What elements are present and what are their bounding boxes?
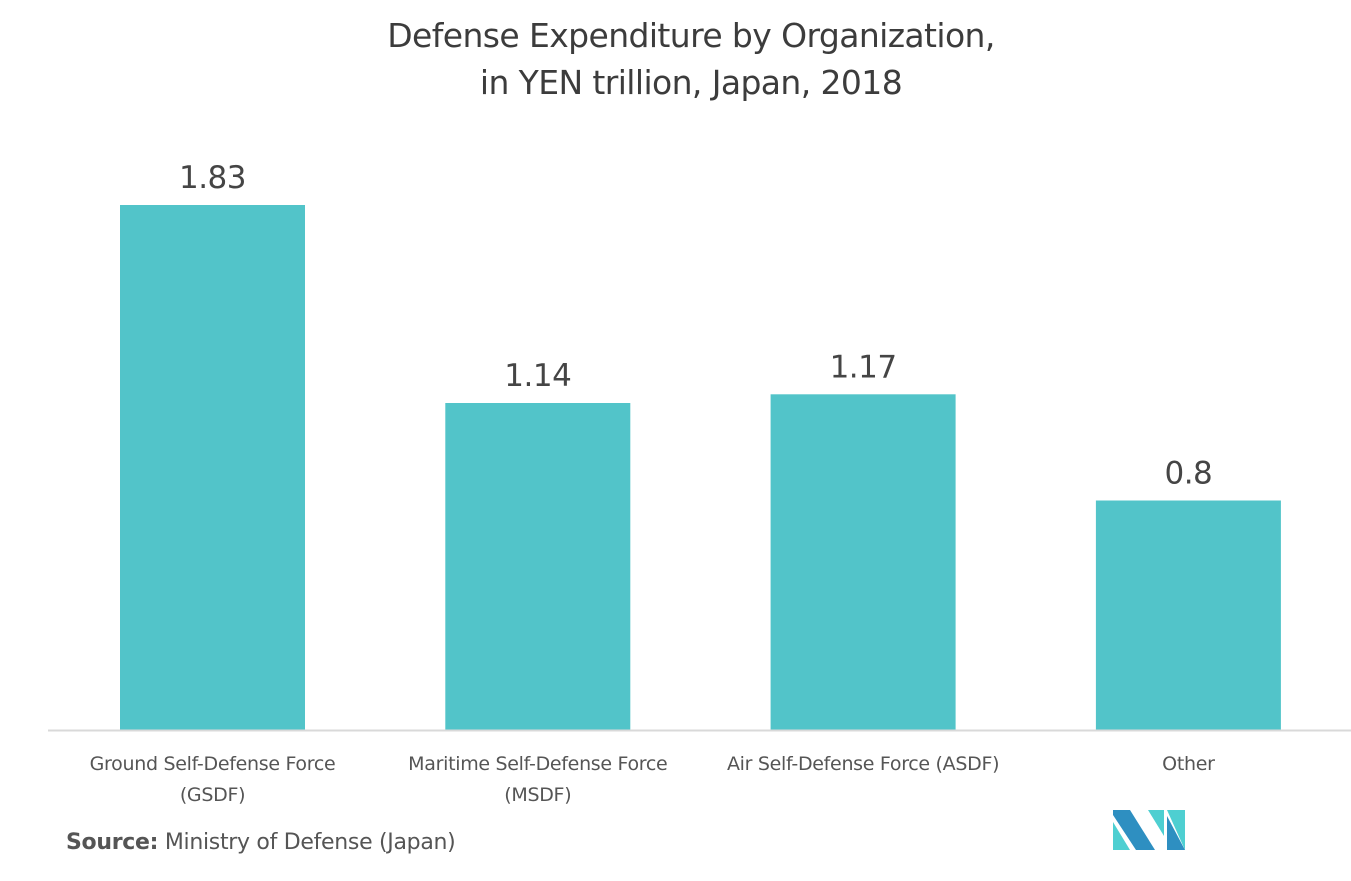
category-label-line: Other xyxy=(1162,753,1215,775)
category-label-line: (MSDF) xyxy=(504,784,571,806)
bar-1 xyxy=(120,205,305,730)
category-label-3: Air Self-Defense Force (ASDF) xyxy=(727,753,999,775)
value-label-3: 1.17 xyxy=(830,349,897,385)
category-label-line: Air Self-Defense Force (ASDF) xyxy=(727,753,999,775)
chart-title: Defense Expenditure by Organization, in … xyxy=(0,12,1351,106)
category-label-4: Other xyxy=(1162,753,1215,775)
value-label-4: 0.8 xyxy=(1164,456,1212,492)
labels-group: 1.83 Ground Self-Defense Force (GSDF) 1.14 M… xyxy=(90,160,1216,806)
logo-shape-1 xyxy=(1113,810,1155,850)
category-label-line: Maritime Self-Defense Force xyxy=(408,753,667,775)
value-label-2: 1.14 xyxy=(504,358,571,394)
category-label-1: Ground Self-Defense Force (GSDF) xyxy=(90,753,336,806)
logo-shape-2 xyxy=(1113,822,1130,850)
value-label-1: 1.83 xyxy=(179,160,246,196)
logo-shape-4 xyxy=(1148,810,1164,836)
chart-title-line-2: in YEN trillion, Japan, 2018 xyxy=(479,63,903,102)
source-note: Source: Ministry of Defense (Japan) xyxy=(66,830,456,855)
mordor-intelligence-logo-icon xyxy=(1113,810,1185,850)
bar-4 xyxy=(1095,500,1281,730)
source-text: Ministry of Defense (Japan) xyxy=(158,830,456,855)
category-label-2: Maritime Self-Defense Force (MSDF) xyxy=(408,753,667,806)
source-label: Source: xyxy=(66,830,159,855)
logo-shape-6 xyxy=(1167,816,1185,850)
bars-group xyxy=(120,205,1281,730)
logo-shape-5 xyxy=(1167,810,1185,850)
chart-title-line-1: Defense Expenditure by Organization, xyxy=(387,16,995,55)
category-label-line: (GSDF) xyxy=(180,784,245,806)
bar-3 xyxy=(770,394,956,730)
bar-2 xyxy=(445,403,631,730)
category-label-line: Ground Self-Defense Force xyxy=(90,753,336,775)
